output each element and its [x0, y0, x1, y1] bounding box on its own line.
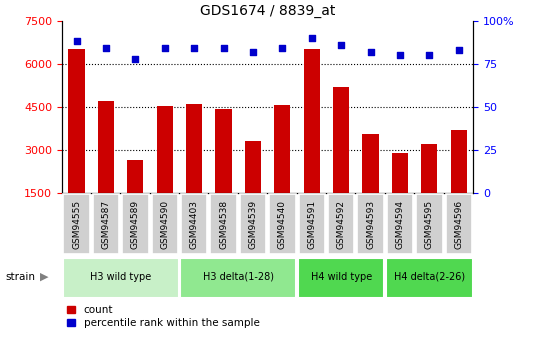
- Text: GSM94555: GSM94555: [72, 200, 81, 249]
- FancyBboxPatch shape: [357, 195, 384, 254]
- Bar: [274, 105, 291, 193]
- Bar: [98, 101, 114, 193]
- FancyBboxPatch shape: [298, 257, 384, 298]
- Text: GSM94403: GSM94403: [190, 200, 199, 249]
- FancyBboxPatch shape: [240, 195, 266, 254]
- Point: [455, 47, 463, 53]
- Text: H3 delta(1-28): H3 delta(1-28): [203, 272, 274, 282]
- Bar: [392, 153, 408, 193]
- Text: GSM94587: GSM94587: [102, 200, 110, 249]
- FancyBboxPatch shape: [181, 195, 207, 254]
- Text: GSM94589: GSM94589: [131, 200, 140, 249]
- Bar: [333, 87, 349, 193]
- FancyBboxPatch shape: [210, 195, 237, 254]
- FancyBboxPatch shape: [269, 195, 295, 254]
- Point: [249, 49, 257, 55]
- Point: [190, 46, 199, 51]
- Text: GSM94538: GSM94538: [219, 200, 228, 249]
- Bar: [421, 144, 437, 193]
- Point: [160, 46, 169, 51]
- Bar: [363, 134, 379, 193]
- Text: GSM94593: GSM94593: [366, 200, 375, 249]
- Point: [366, 49, 375, 55]
- Bar: [303, 49, 320, 193]
- Point: [131, 56, 140, 61]
- Bar: [128, 160, 144, 193]
- FancyBboxPatch shape: [445, 195, 472, 254]
- Point: [337, 42, 345, 48]
- Text: GSM94540: GSM94540: [278, 200, 287, 249]
- FancyBboxPatch shape: [63, 195, 90, 254]
- Point: [72, 39, 81, 44]
- Text: ▶: ▶: [40, 272, 49, 282]
- Legend: count, percentile rank within the sample: count, percentile rank within the sample: [67, 305, 260, 328]
- FancyBboxPatch shape: [152, 195, 178, 254]
- Point: [307, 35, 316, 41]
- FancyBboxPatch shape: [416, 195, 443, 254]
- Text: GSM94595: GSM94595: [425, 200, 434, 249]
- Text: GSM94592: GSM94592: [337, 200, 345, 249]
- Text: H4 delta(2-26): H4 delta(2-26): [394, 272, 465, 282]
- FancyBboxPatch shape: [93, 195, 119, 254]
- Text: H4 wild type: H4 wild type: [310, 272, 372, 282]
- Point: [395, 52, 404, 58]
- Text: GSM94590: GSM94590: [160, 200, 169, 249]
- Title: GDS1674 / 8839_at: GDS1674 / 8839_at: [200, 4, 335, 18]
- Text: GSM94539: GSM94539: [249, 200, 258, 249]
- Bar: [186, 104, 202, 193]
- Bar: [157, 106, 173, 193]
- Bar: [451, 130, 467, 193]
- FancyBboxPatch shape: [387, 195, 413, 254]
- Bar: [216, 109, 232, 193]
- Text: GSM94594: GSM94594: [395, 200, 405, 249]
- Text: strain: strain: [5, 272, 36, 282]
- Text: H3 wild type: H3 wild type: [90, 272, 151, 282]
- FancyBboxPatch shape: [122, 195, 148, 254]
- FancyBboxPatch shape: [328, 195, 355, 254]
- FancyBboxPatch shape: [63, 257, 179, 298]
- Text: GSM94591: GSM94591: [307, 200, 316, 249]
- Bar: [245, 141, 261, 193]
- FancyBboxPatch shape: [386, 257, 472, 298]
- Point: [102, 46, 110, 51]
- Point: [278, 46, 287, 51]
- Text: GSM94596: GSM94596: [454, 200, 463, 249]
- Point: [425, 52, 434, 58]
- Point: [220, 46, 228, 51]
- FancyBboxPatch shape: [299, 195, 325, 254]
- Bar: [68, 49, 84, 193]
- FancyBboxPatch shape: [180, 257, 296, 298]
